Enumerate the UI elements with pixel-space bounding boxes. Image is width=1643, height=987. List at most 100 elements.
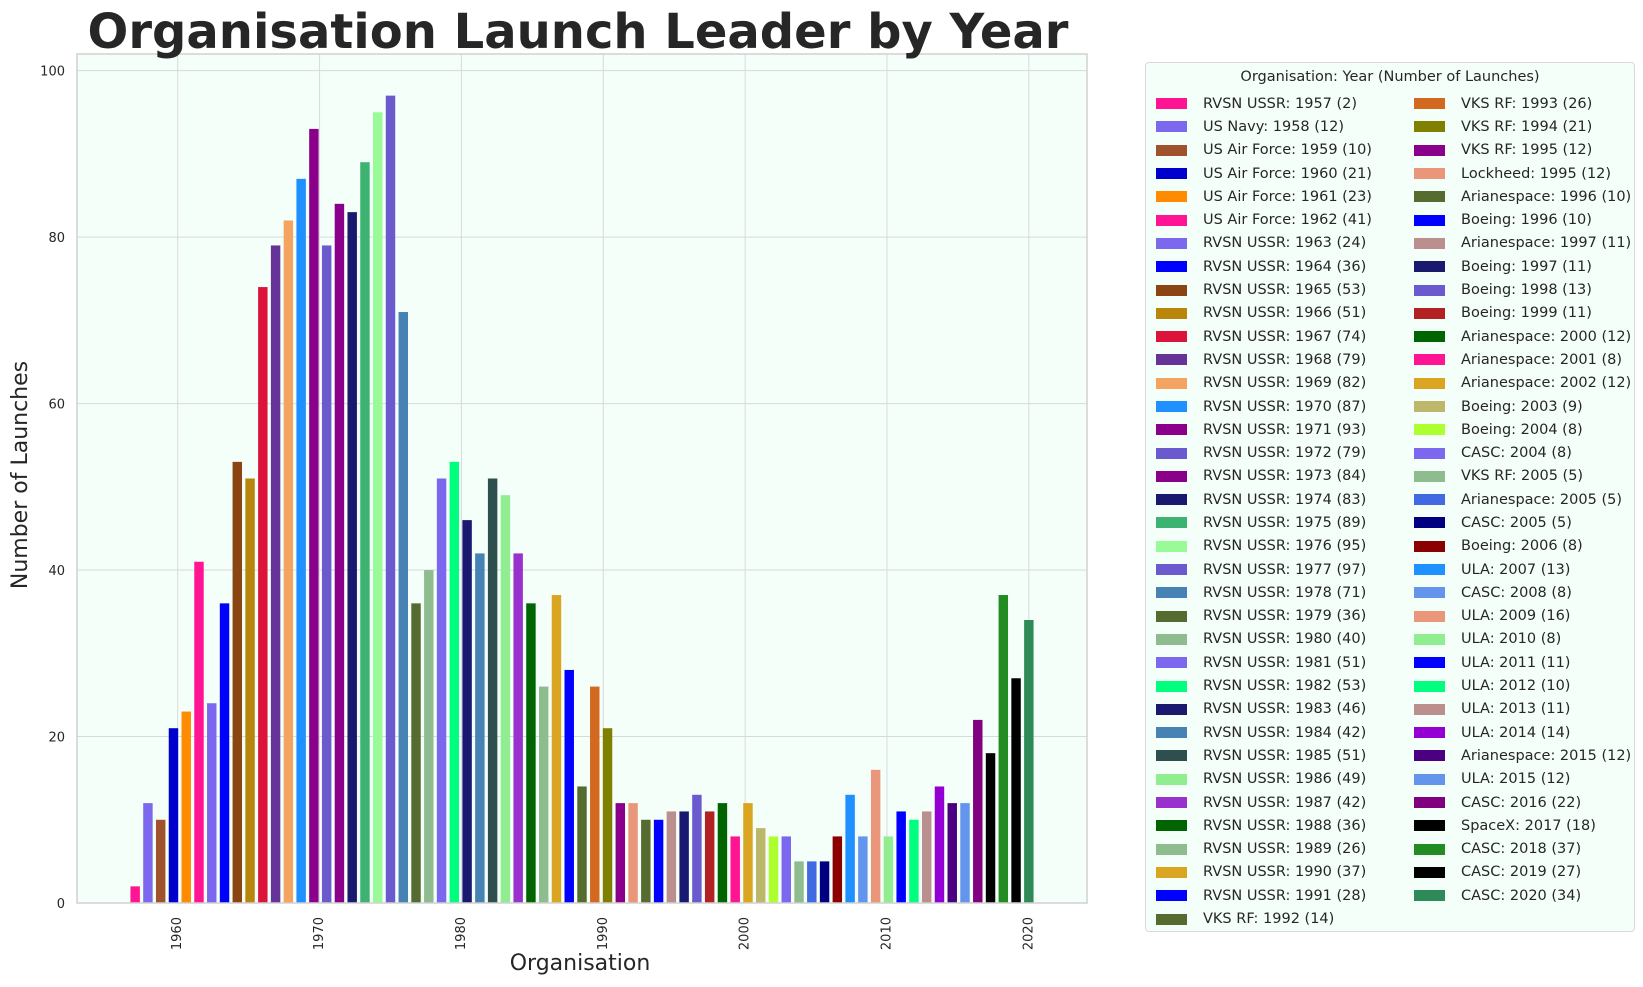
legend-entry: RVSN USSR: 1991 (28) — [1156, 884, 1406, 907]
legend-label: ULA: 2015 (12) — [1461, 771, 1571, 788]
legend-entry: US Air Force: 1962 (41) — [1156, 208, 1406, 231]
legend-swatch — [1414, 517, 1445, 529]
bar-arianespace-2002 — [743, 803, 753, 903]
bar-arianespace-2005 — [807, 861, 817, 903]
legend-entry: Boeing: 1997 (11) — [1414, 255, 1643, 278]
y-tick-label: 100 — [40, 65, 65, 80]
legend-swatch — [1414, 121, 1445, 133]
x-tick-label: 1970 — [312, 917, 327, 950]
legend-label: ULA: 2014 (14) — [1461, 724, 1571, 741]
legend-entry: RVSN USSR: 1970 (87) — [1156, 395, 1406, 418]
legend-entry: RVSN USSR: 1973 (84) — [1156, 465, 1406, 488]
bar-rvsn-ussr-1983 — [462, 520, 472, 903]
legend-entry: RVSN USSR: 1990 (37) — [1156, 861, 1406, 884]
legend-entry: RVSN USSR: 1971 (93) — [1156, 418, 1406, 441]
legend-label: CASC: 2019 (27) — [1461, 864, 1582, 881]
legend-entry: RVSN USSR: 1974 (83) — [1156, 488, 1406, 511]
bar-boeing-1996 — [653, 819, 664, 903]
legend-label: RVSN USSR: 1976 (95) — [1203, 538, 1367, 555]
y-tick-label: 20 — [48, 731, 65, 746]
legend-label: Arianespace: 2005 (5) — [1461, 491, 1622, 508]
bar-boeing-2004 — [768, 836, 779, 903]
legend-entry: ULA: 2012 (10) — [1414, 674, 1643, 697]
bar-rvsn-ussr-1971 — [309, 128, 319, 904]
legend-entry: ULA: 2010 (8) — [1414, 628, 1643, 651]
legend-swatch — [1414, 401, 1445, 412]
y-tick-label: 60 — [48, 398, 65, 413]
legend-label: RVSN USSR: 1979 (36) — [1203, 608, 1367, 625]
legend-swatch — [1414, 773, 1445, 785]
legend-label: RVSN USSR: 1963 (24) — [1203, 235, 1367, 252]
legend-entry: Boeing: 2006 (8) — [1414, 535, 1643, 558]
legend-entry: Arianespace: 2002 (12) — [1414, 372, 1643, 395]
bar-rvsn-ussr-1982 — [449, 461, 460, 903]
legend-swatch — [1156, 657, 1187, 669]
bar-arianespace-2000 — [717, 803, 728, 903]
bar-rvsn-ussr-1973 — [334, 203, 345, 903]
legend-label: RVSN USSR: 1991 (28) — [1203, 887, 1367, 904]
legend-swatch — [1414, 564, 1445, 576]
legend-label: US Air Force: 1960 (21) — [1203, 165, 1372, 182]
legend-entry: Boeing: 1998 (13) — [1414, 278, 1643, 301]
legend-swatch — [1414, 191, 1445, 203]
legend-entry: CASC: 2008 (8) — [1414, 581, 1643, 604]
legend-label: VKS RF: 1993 (26) — [1461, 95, 1593, 112]
legend-label: RVSN USSR: 1988 (36) — [1203, 817, 1367, 834]
legend-entry: VKS RF: 1994 (21) — [1414, 115, 1643, 138]
legend-label: ULA: 2009 (16) — [1461, 608, 1571, 625]
legend-swatch — [1156, 401, 1187, 412]
bar-casc-2020 — [1024, 620, 1034, 903]
legend-swatch — [1156, 610, 1187, 622]
bar-rvsn-ussr-1991 — [564, 669, 574, 903]
legend-label: RVSN USSR: 1990 (37) — [1203, 864, 1367, 881]
bar-casc-2019 — [1011, 678, 1021, 903]
legend-swatch — [1414, 98, 1445, 110]
legend-swatch — [1156, 633, 1187, 645]
legend-swatch — [1156, 564, 1187, 576]
legend-label: Arianespace: 2015 (12) — [1461, 747, 1632, 764]
legend-label: RVSN USSR: 1968 (79) — [1203, 351, 1367, 368]
legend-swatch — [1156, 168, 1187, 180]
bar-rvsn-ussr-1968 — [270, 245, 281, 904]
legend-swatch — [1414, 657, 1445, 669]
legend-label: US Air Force: 1962 (41) — [1203, 212, 1372, 229]
legend-entry: Boeing: 1999 (11) — [1414, 302, 1643, 325]
legend-swatch — [1156, 331, 1187, 343]
legend-swatch — [1156, 237, 1187, 249]
bar-rvsn-ussr-1984 — [475, 553, 485, 903]
legend-column: VKS RF: 1993 (26) VKS RF: 1994 (21) VKS RF… — [1414, 92, 1643, 907]
legend-label: RVSN USSR: 1972 (79) — [1203, 445, 1367, 462]
legend-entry: Lockheed: 1995 (12) — [1414, 162, 1643, 185]
bar-boeing-2006 — [832, 836, 843, 903]
bar-boeing-2003 — [756, 828, 766, 903]
legend-label: ULA: 2007 (13) — [1461, 561, 1571, 578]
bar-rvsn-ussr-1986 — [500, 495, 511, 903]
legend-label: RVSN USSR: 1974 (83) — [1203, 491, 1367, 508]
legend-entry: RVSN USSR: 1988 (36) — [1156, 814, 1406, 837]
legend-entry: Arianespace: 1996 (10) — [1414, 185, 1643, 208]
plot-area — [77, 54, 1087, 903]
bar-rvsn-ussr-1969 — [283, 220, 294, 903]
bars — [130, 95, 1034, 904]
bar-ula-2010 — [883, 836, 894, 903]
legend-entry: Boeing: 1996 (10) — [1414, 208, 1643, 231]
legend-label: ULA: 2011 (11) — [1461, 654, 1571, 671]
y-tick-label: 40 — [48, 564, 65, 579]
bar-rvsn-ussr-1965 — [232, 461, 243, 903]
legend-label: Arianespace: 1996 (10) — [1461, 188, 1632, 205]
legend-swatch — [1156, 447, 1187, 459]
bar-boeing-1998 — [692, 794, 702, 903]
legend-entry: US Air Force: 1961 (23) — [1156, 185, 1406, 208]
legend-swatch — [1414, 354, 1445, 366]
legend-label: RVSN USSR: 1987 (42) — [1203, 794, 1367, 811]
bar-vks-rf-1995 — [615, 803, 626, 903]
legend-label: RVSN USSR: 1980 (40) — [1203, 631, 1367, 648]
bar-rvsn-ussr-1981 — [436, 478, 447, 903]
legend-entry: RVSN USSR: 1987 (42) — [1156, 791, 1406, 814]
legend-swatch — [1414, 284, 1445, 296]
legend-label: RVSN USSR: 1969 (82) — [1203, 375, 1367, 392]
legend-swatch — [1414, 470, 1445, 482]
bar-casc-2018 — [998, 595, 1009, 903]
bar-arianespace-1996 — [641, 819, 651, 903]
